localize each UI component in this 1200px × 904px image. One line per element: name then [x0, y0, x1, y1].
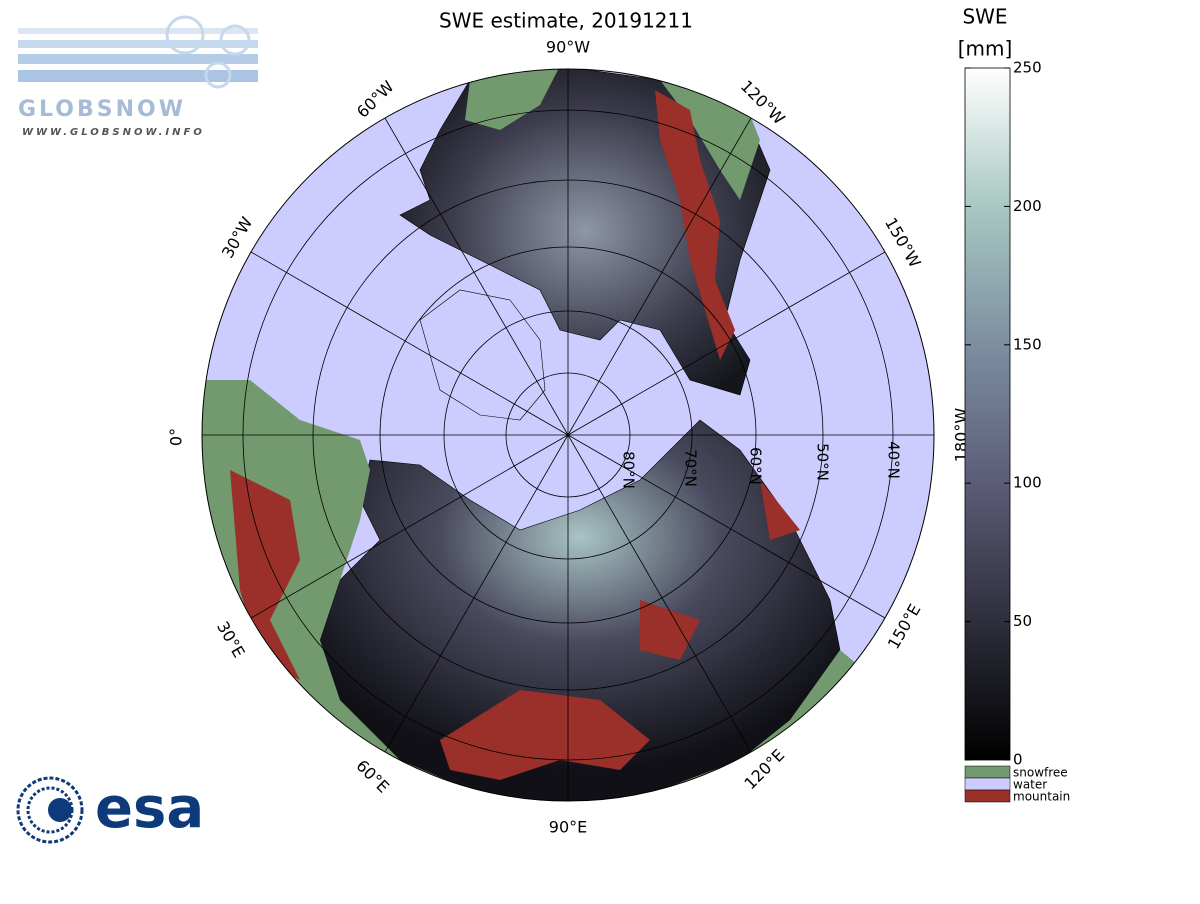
colorbar-unit: [mm]	[958, 37, 1013, 61]
globsnow-url: WWW.GLOBSNOW.INFO	[22, 127, 205, 138]
longitude-label: 60°E	[352, 756, 393, 797]
colorbar-tick-label: 100	[1013, 474, 1042, 492]
colorbar-tick-label: 150	[1013, 335, 1042, 353]
latitude-label: 60°N	[747, 447, 765, 485]
meridian	[384, 117, 569, 436]
longitude-label: 0°	[167, 428, 186, 446]
legend-label: water	[1013, 778, 1047, 792]
longitude-label: 90°E	[549, 818, 587, 837]
graticule: 80°N 70°N 60°N 50°N 40°N	[202, 69, 934, 801]
globsnow-text: GLOBSNOW	[18, 97, 186, 122]
land-mountain-na	[655, 90, 735, 360]
map-border	[201, 68, 935, 802]
colorbar-tick-label: 250	[1013, 59, 1042, 77]
map-title: SWE estimate, 20191211	[439, 9, 693, 33]
legend-swatch	[964, 789, 1011, 803]
legend-swatch	[964, 777, 1011, 791]
land-greenland	[419, 289, 546, 421]
legend-label: snowfree	[1013, 766, 1068, 780]
globsnow-logo: GLOBSNOW WWW.GLOBSNOW.INFO	[18, 15, 258, 138]
colorbar-tick-label: 50	[1013, 612, 1032, 630]
land-snowfree-na	[465, 69, 760, 200]
meridian	[567, 117, 752, 436]
esa-logo: esa	[16, 776, 204, 844]
meridian	[567, 434, 752, 753]
meridian	[250, 251, 569, 436]
meridian	[567, 434, 886, 619]
land-mountain-eurasia	[230, 470, 800, 780]
colorbar	[964, 67, 1011, 761]
colorbar-tick-label: 200	[1013, 197, 1042, 215]
latitude-label: 50°N	[814, 443, 832, 481]
latitude-label: 80°N	[620, 451, 638, 489]
colorbar-title: SWE	[962, 5, 1007, 29]
esa-text: esa	[95, 776, 204, 841]
colorbar-axis: 0 50 100 150 200 250	[965, 59, 1042, 769]
meridian	[250, 434, 569, 619]
meridian	[567, 251, 886, 436]
latitude-label: 70°N	[682, 449, 700, 487]
latitude-label: 40°N	[885, 441, 903, 479]
colorbar-tick-label: 0	[1013, 751, 1023, 769]
longitude-label: 30°E	[213, 618, 249, 661]
map	[202, 69, 934, 801]
legend-swatch	[964, 765, 1011, 779]
longitude-label: 90°W	[546, 38, 590, 57]
meridian	[384, 434, 569, 753]
legend-label: mountain	[1013, 790, 1070, 804]
